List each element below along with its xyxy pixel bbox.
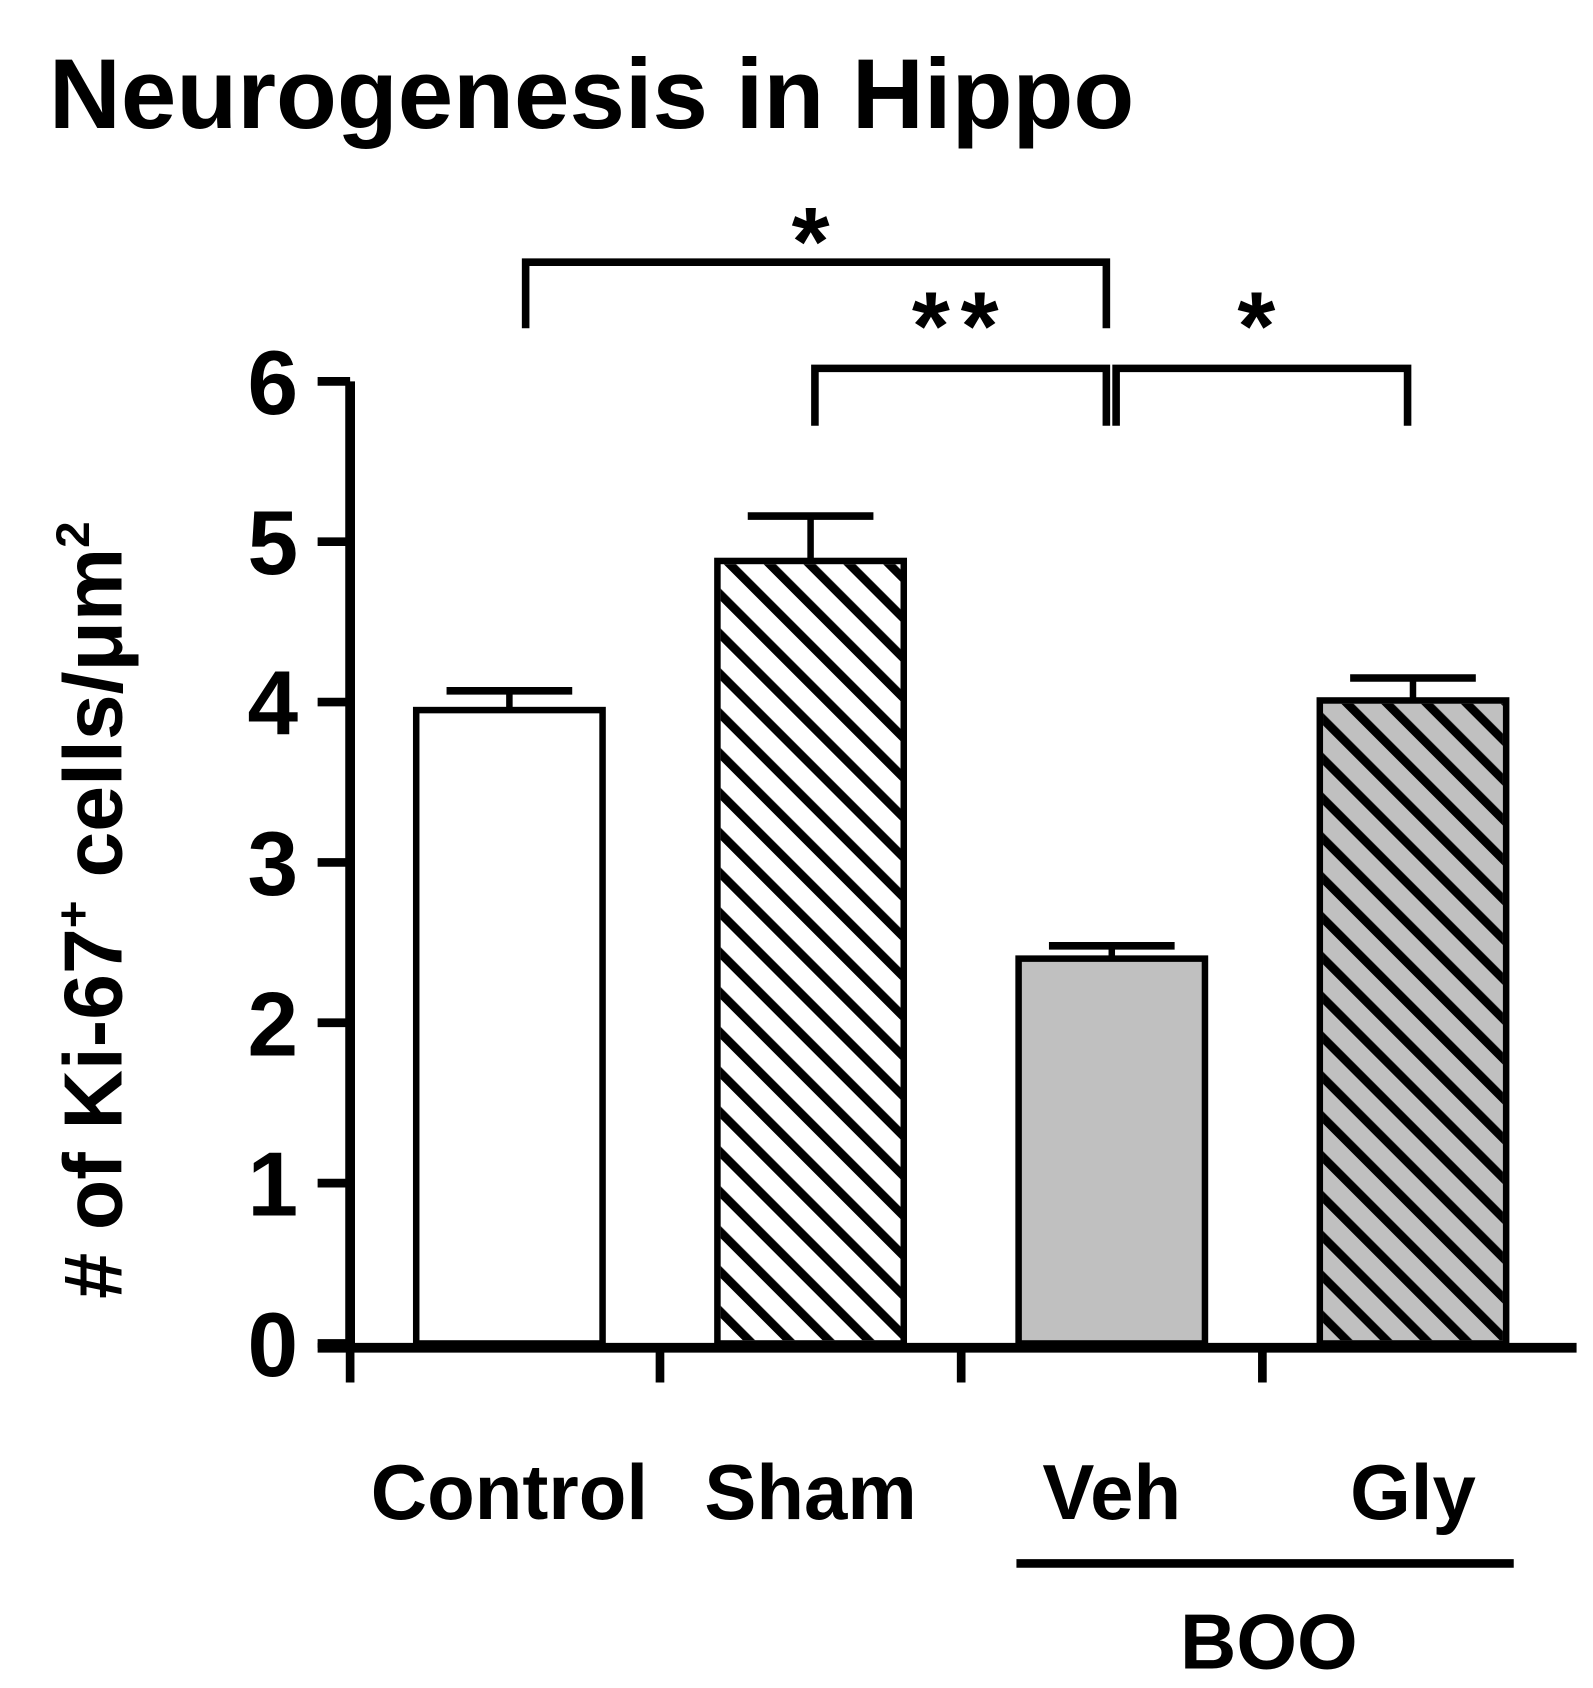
y-tick-label: 3 [247, 814, 298, 915]
y-tick-label: 6 [247, 333, 298, 434]
y-tick-label: 4 [247, 654, 298, 755]
significance-bracket [811, 364, 1111, 426]
y-axis-label: # of Ki-67+ cells/μm2 [47, 521, 140, 1298]
y-label-part: # of Ki-67 [48, 928, 140, 1299]
x-tick-label: Sham [704, 1448, 916, 1536]
y-tick-label: 2 [247, 974, 298, 1075]
bar-hatch [720, 564, 901, 1341]
x-tick-label: Gly [1350, 1448, 1476, 1536]
bar-hatch [1323, 703, 1503, 1341]
significance-bracket [1112, 364, 1412, 426]
significance-bracket [521, 258, 1111, 329]
y-label-sup: + [47, 900, 100, 928]
y-tick-label: 1 [247, 1135, 298, 1236]
bar [412, 706, 606, 1347]
significance-label: ** [912, 272, 1010, 381]
significance-label: * [792, 187, 841, 296]
y-tick-label: 5 [247, 493, 298, 594]
chart-title: Neurogenesis in Hippo [49, 39, 1134, 150]
bar [1015, 955, 1209, 1347]
significance-label: * [1237, 272, 1286, 381]
y-label-part: cells/μm [48, 548, 140, 900]
x-tick-label: Veh [1042, 1448, 1181, 1536]
y-tick-label: 0 [247, 1295, 298, 1396]
x-tick-label: Control [371, 1448, 648, 1536]
y-label-sup: 2 [47, 521, 100, 548]
group-label: BOO [1180, 1597, 1358, 1685]
